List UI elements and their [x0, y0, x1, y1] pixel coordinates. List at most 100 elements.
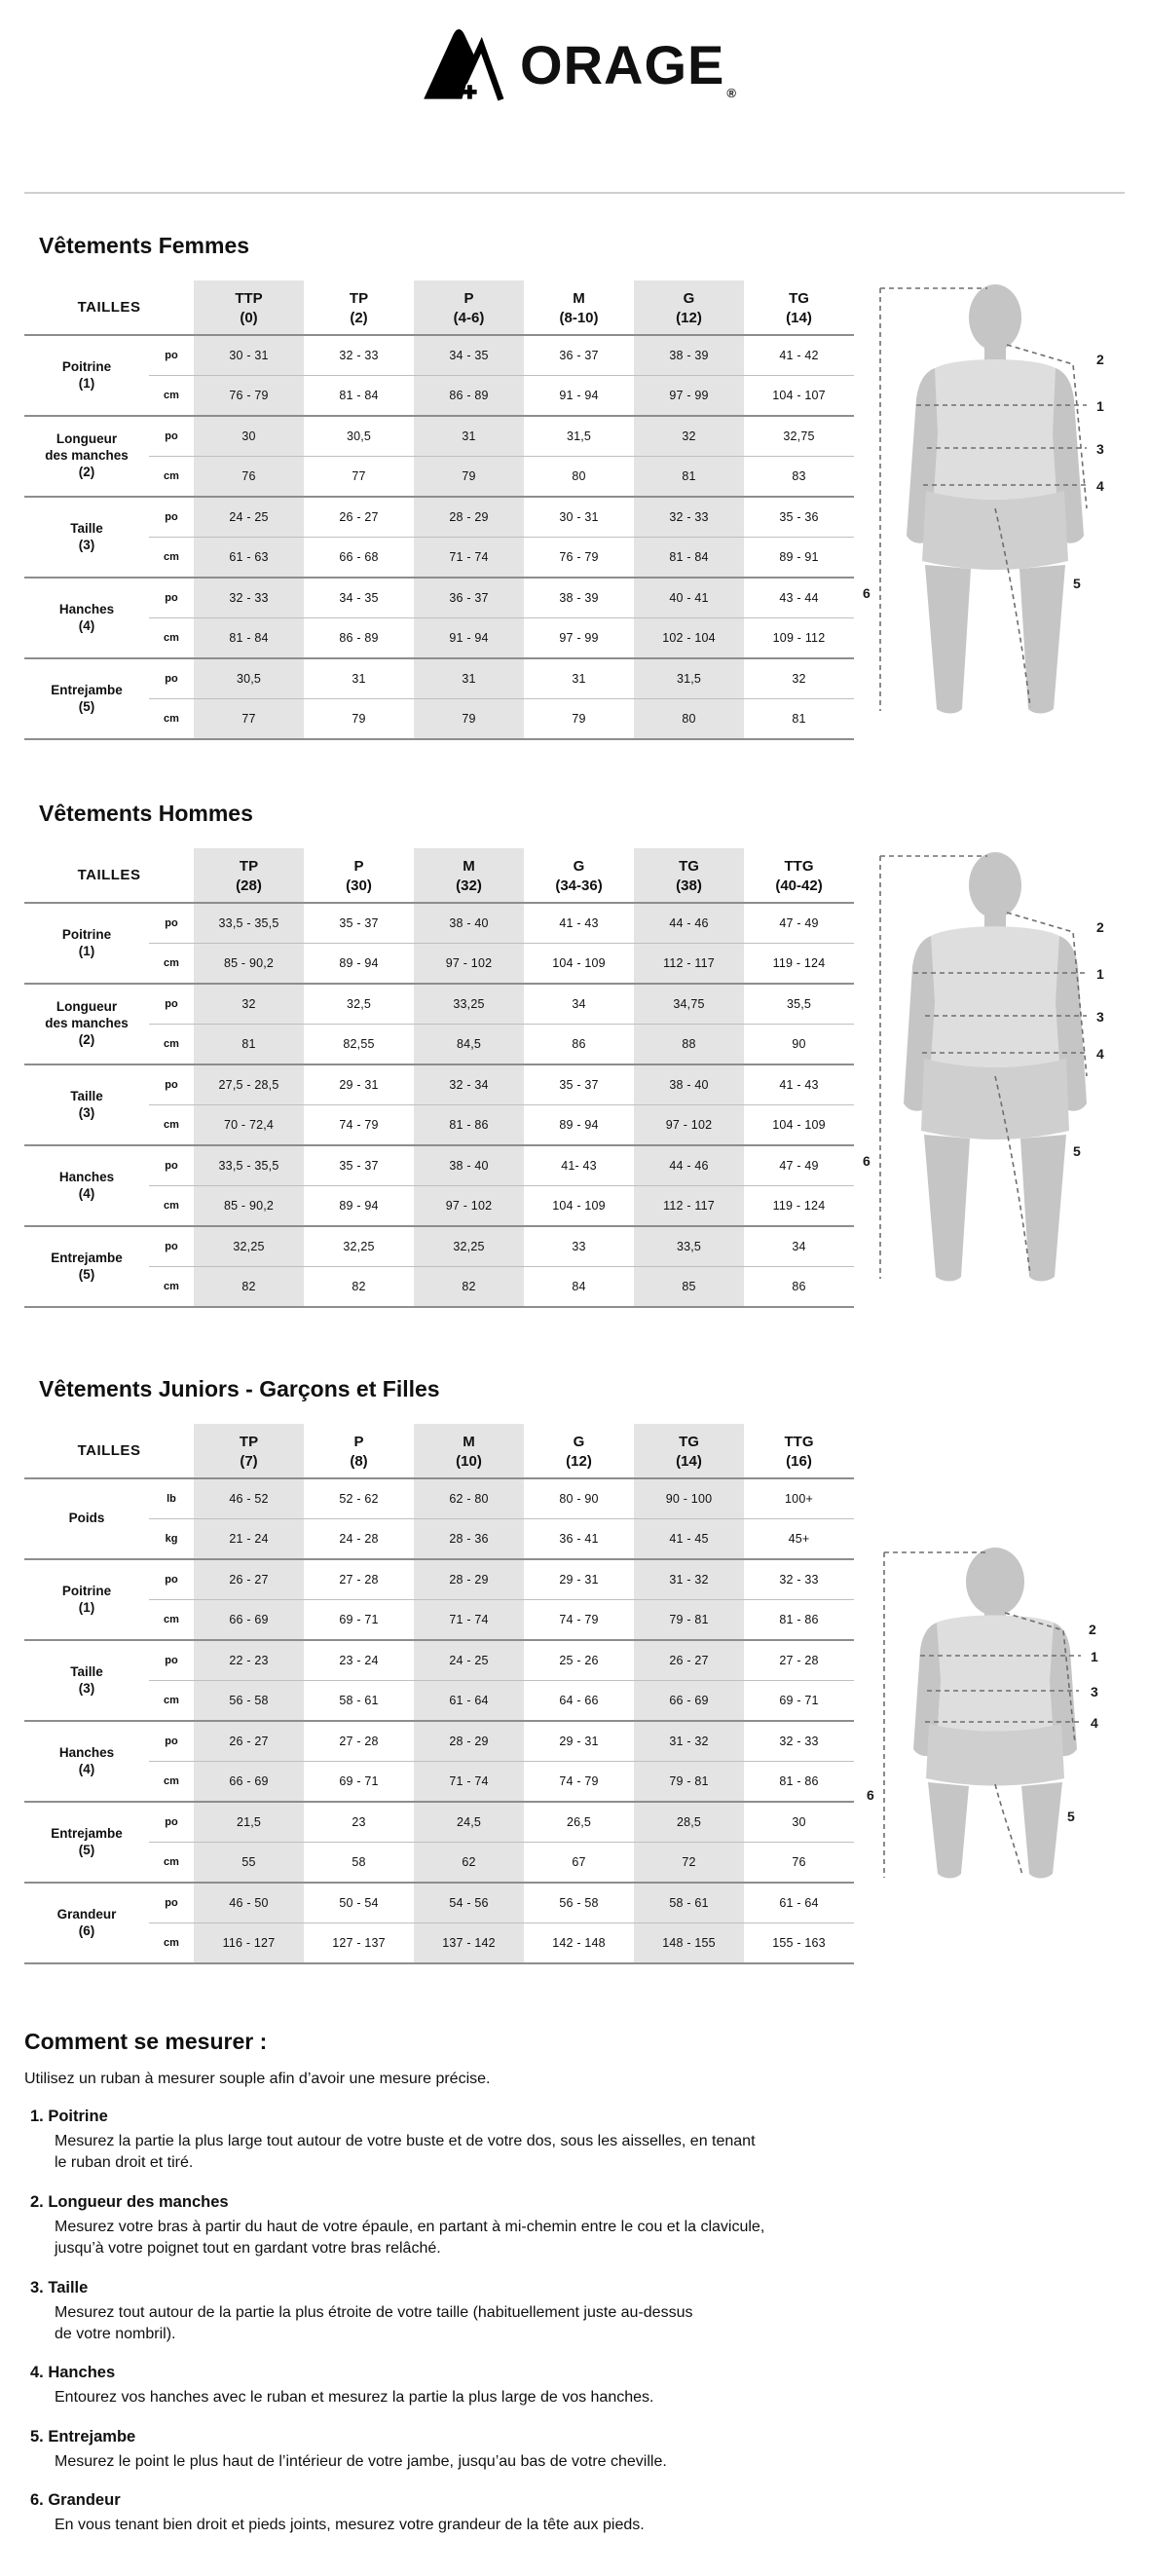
size-value-cell: 26 - 27 [634, 1639, 745, 1681]
size-value-cell: 62 [414, 1842, 525, 1883]
table-row: Entrejambe (5) po 32,25 32,25 32,25 33 33,5 34 [24, 1225, 855, 1307]
size-column-header: TG (38) [634, 848, 745, 904]
size-value-cell: 50 - 54 [304, 1882, 415, 1923]
size-value-cell: 86 - 89 [414, 375, 525, 416]
size-value-cell: 97 - 102 [414, 943, 525, 984]
size-value-cell: 29 - 31 [524, 1558, 635, 1600]
measure-row-label: Hanches (4) [24, 1144, 149, 1226]
size-column-header: TP (2) [304, 280, 415, 336]
size-value-cell: 97 - 99 [524, 617, 635, 658]
size-value-cell: 24,5 [414, 1801, 525, 1843]
size-column-header: M (10) [414, 1424, 525, 1479]
size-value-cell: 82,55 [304, 1024, 415, 1064]
size-value-cell: 31 [414, 415, 525, 457]
size-value-cell: 89 - 94 [304, 943, 415, 984]
size-value-cell: 66 - 68 [304, 537, 415, 578]
size-value-cell: 21,5 [194, 1801, 305, 1843]
size-value-cell: 104 - 109 [524, 1185, 635, 1226]
size-value-cell: 71 - 74 [414, 1599, 525, 1640]
table-row: Hanches (4) po 26 - 27 27 - 28 28 - 29 29 - 31… [24, 1720, 855, 1802]
size-value-cell: 56 - 58 [524, 1882, 635, 1923]
unit-label: po [149, 1639, 195, 1681]
measure-row-label: Poitrine (1) [24, 902, 149, 984]
size-value-cell: 142 - 148 [524, 1923, 635, 1963]
size-table-juniors: TAILLES TP (7) P (8) M (10) G (12) TG (14) TTG (16) P… [24, 1424, 855, 1964]
sizes-corner-label: TAILLES [24, 848, 195, 904]
size-value-cell: 34 - 35 [414, 334, 525, 376]
table-zone-hommes: TAILLES TP (28) P (30) M (32) G (34-36) TG (38) TTG… [24, 848, 1149, 1308]
table-row: Poitrine (1) po 33,5 - 35,5 35 - 37 38 - 40 41… [24, 902, 855, 984]
size-value-cell: 38 - 39 [524, 577, 635, 618]
size-value-cell: 81 [744, 698, 855, 739]
howto-item-title: 4. Hanches [30, 2364, 116, 2382]
table-row: Hanches (4) po 33,5 - 35,5 35 - 37 38 - 40 41-… [24, 1144, 855, 1226]
size-value-cell: 54 - 56 [414, 1882, 525, 1923]
size-value-cell: 27 - 28 [304, 1720, 415, 1762]
sizes-corner-label: TAILLES [24, 280, 195, 336]
table-row: cm 85 - 90,2 89 - 94 97 - 102 104 - 109 112 -… [24, 943, 855, 984]
size-value-cell: 102 - 104 [634, 617, 745, 658]
size-value-cell: 32,5 [304, 983, 415, 1025]
size-value-cell: 38 - 39 [634, 334, 745, 376]
size-value-cell: 46 - 52 [194, 1477, 305, 1519]
size-value-cell: 28 - 36 [414, 1518, 525, 1559]
size-value-cell: 82 [194, 1266, 305, 1307]
size-value-cell: 25 - 26 [524, 1639, 635, 1681]
size-value-cell: 79 - 81 [634, 1761, 745, 1802]
unit-label: po [149, 1225, 195, 1267]
table-row: cm 116 - 127 127 - 137 137 - 142 142 - 148 14… [24, 1923, 855, 1963]
howto-item: 6. Grandeur En vous tenant bien droit et … [30, 2491, 1125, 2536]
size-value-cell: 79 [414, 456, 525, 497]
size-value-cell: 67 [524, 1842, 635, 1883]
figure-label-3: 3 [1091, 1684, 1098, 1699]
size-value-cell: 112 - 117 [634, 1185, 745, 1226]
table-row: cm 56 - 58 58 - 61 61 - 64 64 - 66 66 - 69 69 … [24, 1680, 855, 1721]
size-value-cell: 30 [194, 415, 305, 457]
table-zone-femmes: TAILLES TTP (0) TP (2) P (4-6) M (8-10) G (12) TG (1… [24, 280, 1149, 740]
size-value-cell: 34,75 [634, 983, 745, 1025]
table-row: Taille (3) po 22 - 23 23 - 24 24 - 25 25 - 26 2… [24, 1639, 855, 1721]
size-value-cell: 127 - 137 [304, 1923, 415, 1963]
size-value-cell: 76 [744, 1842, 855, 1883]
figure-label-4: 4 [1091, 1715, 1098, 1731]
unit-label: po [149, 1720, 195, 1762]
size-value-cell: 70 - 72,4 [194, 1104, 305, 1145]
table-row: cm 66 - 69 69 - 71 71 - 74 74 - 79 79 - 81 81 … [24, 1599, 855, 1640]
size-value-cell: 76 - 79 [194, 375, 305, 416]
size-value-cell: 81 - 86 [744, 1599, 855, 1640]
size-value-cell: 26 - 27 [304, 496, 415, 538]
size-value-cell: 38 - 40 [414, 1144, 525, 1186]
unit-label: po [149, 1882, 195, 1923]
size-value-cell: 47 - 49 [744, 1144, 855, 1186]
size-value-cell: 61 - 64 [414, 1680, 525, 1721]
howto-item: 3. Taille Mesurez tout autour de la parti… [30, 2279, 1125, 2346]
measure-row-label: Hanches (4) [24, 577, 149, 658]
table-row: cm 77 79 79 79 80 81 [24, 698, 855, 739]
size-value-cell: 35 - 37 [304, 902, 415, 944]
size-value-cell: 26,5 [524, 1801, 635, 1843]
table-row: cm 66 - 69 69 - 71 71 - 74 74 - 79 79 - 81 81 … [24, 1761, 855, 1802]
figure-label-4: 4 [1096, 478, 1104, 494]
size-value-cell: 47 - 49 [744, 902, 855, 944]
size-value-cell: 80 [524, 456, 635, 497]
size-value-cell: 35 - 36 [744, 496, 855, 538]
size-value-cell: 97 - 99 [634, 375, 745, 416]
size-value-cell: 119 - 124 [744, 943, 855, 984]
male-figure-illustration: 1 2 3 4 5 6 [863, 852, 1104, 1282]
size-column-header: G (34-36) [524, 848, 635, 904]
section-title-juniors: Vêtements Juniors - Garçons et Filles [39, 1376, 440, 1401]
size-value-cell: 34 [744, 1225, 855, 1267]
table-row: cm 76 77 79 80 81 83 [24, 456, 855, 497]
unit-label: cm [149, 537, 195, 578]
table-row: cm 76 - 79 81 - 84 86 - 89 91 - 94 97 - 99 104… [24, 375, 855, 416]
size-value-cell: 31,5 [634, 657, 745, 699]
sizes-corner-label: TAILLES [24, 1424, 195, 1479]
howto-item: 4. Hanches Entourez vos hanches avec le r… [30, 2364, 1125, 2408]
size-value-cell: 29 - 31 [304, 1064, 415, 1105]
size-column-header: P (30) [304, 848, 415, 904]
howto-title: Comment se mesurer : [24, 2029, 268, 2054]
unit-label: po [149, 1144, 195, 1186]
section-vetements-femmes: Vêtements Femmes TAILLES TTP (0) TP (2) P (4-6… [0, 233, 1149, 740]
size-value-cell: 32 - 33 [304, 334, 415, 376]
measure-row-label: Hanches (4) [24, 1720, 149, 1802]
